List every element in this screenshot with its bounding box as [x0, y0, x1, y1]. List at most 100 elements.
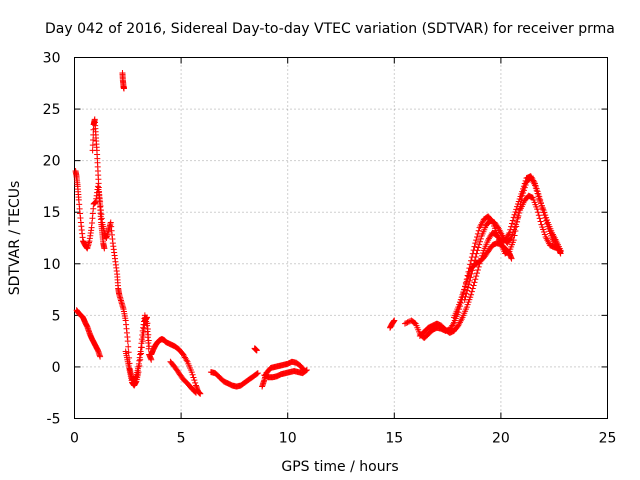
data-point [468, 270, 475, 277]
y-tick-label: 5 [52, 308, 61, 324]
x-axis-label: GPS time / hours [281, 459, 398, 475]
data-point [146, 343, 153, 350]
data-point [468, 288, 475, 295]
data-point [471, 257, 478, 264]
data-point [145, 337, 152, 344]
data-point [472, 276, 479, 283]
series-arc-11 [261, 367, 310, 381]
data-point [135, 369, 142, 376]
data-point [391, 317, 398, 324]
data-point [475, 227, 482, 234]
data-point [471, 279, 478, 286]
data-point [543, 217, 550, 224]
data-point [101, 245, 108, 252]
data-point [303, 367, 310, 374]
data-point [125, 349, 132, 356]
data-point [542, 214, 549, 221]
data-point [474, 233, 481, 240]
data-points [72, 69, 564, 397]
series-arc-3 [73, 307, 104, 360]
data-point [253, 347, 260, 354]
data-point [466, 277, 473, 284]
data-point [474, 270, 481, 277]
data-point [148, 356, 155, 363]
data-point [403, 319, 410, 326]
data-point [469, 267, 476, 274]
data-point [189, 371, 196, 378]
data-point [543, 220, 550, 227]
data-point [520, 183, 527, 190]
data-point [510, 214, 517, 221]
grid [74, 57, 608, 419]
data-point [534, 206, 541, 213]
y-tick-label: 0 [52, 360, 61, 376]
data-point [512, 209, 519, 216]
series-arc-5 [122, 314, 153, 389]
data-point [540, 209, 547, 216]
data-point [474, 266, 481, 273]
data-point [511, 211, 518, 218]
series-arc-9 [251, 345, 260, 354]
data-point [144, 320, 151, 327]
data-point [467, 274, 474, 281]
data-point [137, 356, 144, 363]
plot-frame [74, 57, 608, 419]
data-point [538, 203, 545, 210]
data-point [513, 218, 520, 225]
data-point [253, 370, 260, 377]
series-arc-4 [119, 69, 127, 92]
data-point [97, 353, 104, 360]
data-point [145, 331, 152, 338]
data-point [508, 255, 515, 262]
data-point [535, 191, 542, 198]
data-point [477, 238, 484, 245]
data-point [462, 293, 469, 300]
data-point [535, 212, 542, 219]
data-point [464, 287, 471, 294]
data-point [532, 180, 539, 187]
data-point [462, 283, 469, 290]
data-point [469, 285, 476, 292]
data-point [143, 314, 150, 321]
series-arc-12 [387, 317, 398, 331]
data-point [474, 247, 481, 254]
data-point [473, 237, 480, 244]
data-point [254, 370, 261, 377]
data-point [197, 390, 204, 397]
data-point [472, 253, 479, 260]
data-point [193, 389, 200, 396]
x-tick-label: 10 [279, 431, 297, 447]
y-axis-label: SDTVAR / TECUs [7, 181, 23, 296]
data-point [536, 215, 543, 222]
data-point [531, 178, 538, 185]
data-point [557, 250, 564, 257]
y-tick-label: 30 [43, 51, 61, 67]
data-point [89, 142, 96, 149]
x-tick-label: 25 [599, 431, 617, 447]
data-point [472, 240, 479, 247]
data-point [475, 244, 482, 251]
data-point [465, 284, 472, 291]
x-tick-labels: 0 5 10 15 20 25 [70, 431, 616, 447]
data-point [507, 235, 514, 242]
data-point [508, 220, 515, 227]
data-point [541, 212, 548, 219]
data-point [303, 367, 310, 374]
x-tick-label: 20 [492, 431, 510, 447]
data-point [144, 325, 151, 332]
data-point [463, 290, 470, 297]
y-tick-label: 20 [43, 154, 61, 170]
data-point [515, 212, 522, 219]
y-tick-labels: -5 0 5 10 15 20 25 30 [43, 51, 61, 428]
data-point [514, 215, 521, 222]
data-point [473, 273, 480, 280]
data-point [537, 218, 544, 225]
data-point [513, 206, 520, 213]
data-point [533, 185, 540, 192]
data-point [461, 296, 468, 303]
data-point [509, 217, 516, 224]
series-arc-1 [72, 167, 155, 384]
data-point [404, 319, 411, 326]
data-point [188, 369, 195, 376]
data-point [521, 180, 528, 187]
